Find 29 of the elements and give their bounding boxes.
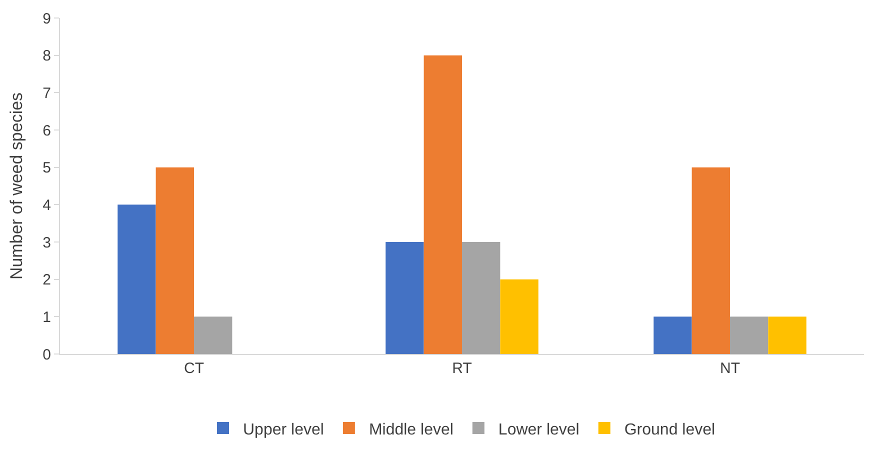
bar <box>194 316 232 354</box>
x-tick-label: CT <box>184 360 204 377</box>
bar <box>768 316 806 354</box>
y-tick-label: 1 <box>42 308 51 326</box>
bar <box>156 167 194 354</box>
bar <box>462 242 500 354</box>
bar <box>730 316 768 354</box>
bar <box>500 279 538 354</box>
y-tick-label: 8 <box>42 48 51 65</box>
x-tick-label: NT <box>720 360 740 377</box>
y-tick-label: 2 <box>42 272 51 289</box>
legend-label: Upper level <box>243 421 324 438</box>
y-tick-label: 9 <box>42 10 51 28</box>
y-tick-label: 7 <box>42 84 51 102</box>
legend-label: Ground level <box>624 421 716 438</box>
y-tick-label: 3 <box>42 234 51 252</box>
bar <box>118 204 156 354</box>
bar <box>386 242 424 354</box>
legend-label: Middle level <box>368 421 454 438</box>
bar <box>424 55 462 354</box>
y-tick-label: 5 <box>42 160 51 177</box>
bar <box>654 316 692 354</box>
y-tick-label: 6 <box>42 122 51 140</box>
x-tick-label: RT <box>452 360 472 377</box>
bar <box>692 167 730 354</box>
legend-label: Lower level <box>498 421 580 438</box>
y-tick-label: 4 <box>42 196 51 214</box>
y-tick-label: 0 <box>42 346 51 364</box>
y-axis-title: Number of weed species <box>7 92 26 280</box>
